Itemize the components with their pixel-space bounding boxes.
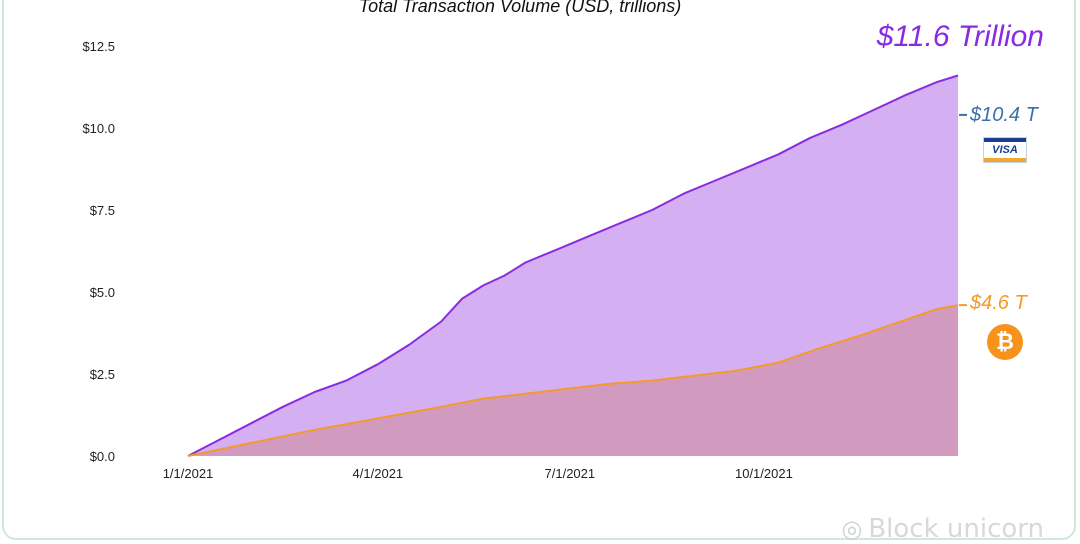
total-volume-area: [188, 75, 958, 456]
btc-volume-label: $4.6 T: [970, 292, 1027, 314]
y-tick-label: $7.5: [90, 203, 115, 218]
y-tick-label: $0.0: [90, 449, 115, 464]
y-tick-label: $10.0: [82, 121, 115, 136]
visa-logo-text: VISA: [992, 144, 1018, 156]
watermark: ◎ Block unicorn: [841, 514, 1044, 544]
total-volume-line: [187, 74, 959, 457]
x-axis-ticks: 1/1/2021 4/1/2021 7/1/2021 10/1/2021: [163, 466, 793, 481]
bitcoin-logo-icon: ₿: [987, 324, 1023, 360]
visa-logo-icon: VISA: [983, 137, 1027, 163]
y-tick-label: $12.5: [82, 39, 115, 54]
x-tick-label: 1/1/2021: [163, 466, 214, 481]
x-tick-label: 4/1/2021: [353, 466, 404, 481]
plot-areas: [187, 74, 959, 457]
btc-volume-line: [187, 304, 959, 457]
value-markers: [959, 113, 967, 307]
y-tick-label: $2.5: [90, 367, 115, 382]
visa-volume-label: $10.4 T: [970, 104, 1038, 126]
wechat-icon: ◎: [841, 515, 863, 543]
chart-title: Total Transaction Volume (USD, trillions…: [358, 0, 682, 16]
y-tick-label: $5.0: [90, 285, 115, 300]
x-tick-label: 10/1/2021: [735, 466, 793, 481]
total-volume-label: $11.6 Trillion: [876, 20, 1044, 53]
y-axis-ticks: $0.0 $2.5 $5.0 $7.5 $10.0 $12.5: [82, 39, 115, 464]
watermark-text: Block unicorn: [868, 514, 1044, 544]
x-tick-label: 7/1/2021: [545, 466, 596, 481]
